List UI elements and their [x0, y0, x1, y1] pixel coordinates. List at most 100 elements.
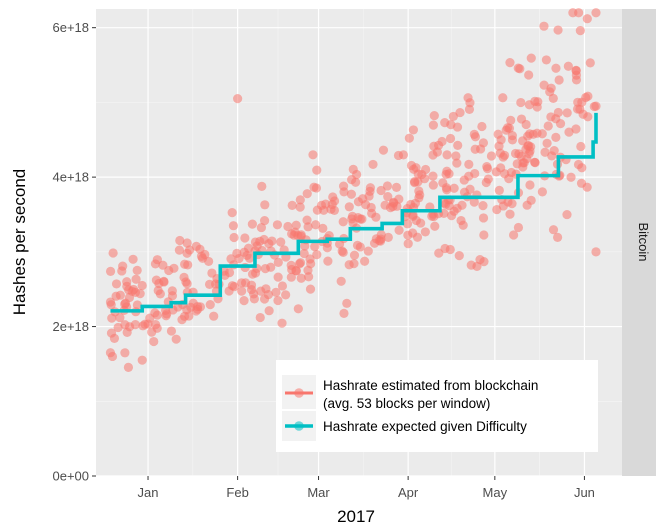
data-point [524, 140, 534, 151]
data-point [571, 66, 581, 76]
expected-hashrate-step-line [110, 112, 598, 313]
data-point [295, 258, 306, 268]
data-point [505, 209, 515, 219]
data-point [512, 159, 522, 169]
data-point [496, 163, 506, 173]
data-point [452, 158, 462, 168]
data-point [464, 104, 475, 114]
data-point [524, 149, 534, 159]
data-point [322, 243, 332, 253]
data-point [312, 205, 322, 215]
data-point [585, 58, 595, 68]
data-point [445, 133, 456, 144]
data-point [368, 159, 378, 170]
data-point [449, 183, 459, 193]
data-point [115, 312, 125, 323]
data-point [591, 8, 601, 18]
data-point [154, 278, 164, 289]
data-point [302, 189, 312, 199]
data-point [175, 235, 185, 246]
data-point [380, 200, 390, 210]
data-point [240, 278, 251, 288]
data-point [273, 295, 283, 306]
data-point [264, 239, 274, 249]
y-tick-label: 4e+18 [52, 170, 89, 185]
data-point [224, 268, 235, 278]
data-point [465, 184, 475, 194]
data-point [295, 202, 305, 212]
data-point [478, 201, 488, 211]
data-point [548, 225, 559, 235]
data-point [247, 219, 257, 229]
data-point [271, 287, 281, 297]
data-point [281, 290, 291, 300]
data-point [526, 53, 536, 63]
data-point [365, 183, 376, 193]
data-point [349, 250, 360, 260]
data-point [525, 180, 535, 190]
data-point [323, 256, 333, 266]
legend-item-estimated: Hashrate estimated from blockchain (avg.… [282, 375, 538, 411]
data-point [554, 75, 564, 85]
data-point [417, 169, 427, 180]
data-point [299, 248, 309, 259]
x-tick-label: Jan [138, 485, 159, 500]
data-point [239, 296, 249, 306]
data-point [469, 129, 479, 139]
y-axis-title: Hashes per second [10, 169, 29, 315]
data-point [551, 63, 561, 73]
data-point [537, 129, 547, 139]
data-point [483, 174, 493, 184]
data-point [130, 287, 141, 297]
data-point [181, 277, 191, 287]
data-point [403, 230, 413, 240]
data-point [310, 242, 320, 252]
data-point [233, 94, 243, 104]
data-point [408, 125, 418, 135]
data-point [120, 348, 130, 358]
data-point [454, 251, 464, 261]
data-point [244, 253, 255, 263]
data-point [360, 256, 370, 266]
data-point [174, 245, 184, 255]
data-point [566, 172, 576, 182]
data-point [581, 92, 591, 103]
data-point [555, 119, 566, 129]
data-point [191, 241, 201, 251]
data-point [582, 14, 592, 24]
data-point [132, 265, 142, 275]
data-point [455, 107, 465, 118]
data-point [191, 306, 201, 316]
data-point [348, 164, 358, 174]
data-point [346, 189, 357, 199]
data-point [444, 169, 454, 179]
data-point [453, 140, 463, 150]
data-point [456, 215, 466, 226]
data-point [224, 286, 234, 296]
data-point [574, 8, 584, 18]
data-point [398, 150, 409, 160]
data-point [311, 220, 321, 230]
data-point [152, 310, 162, 320]
data-point [414, 193, 424, 203]
data-point [589, 101, 599, 112]
data-point [506, 115, 516, 125]
data-point [486, 151, 497, 161]
legend-label: Hashrate expected given Difficulty [323, 419, 527, 434]
data-point [428, 180, 438, 190]
data-point [551, 132, 561, 142]
data-point [264, 306, 274, 316]
data-point [533, 97, 543, 107]
data-point [539, 21, 549, 31]
legend-key-point [294, 388, 304, 398]
data-point [371, 234, 381, 244]
data-point [304, 272, 314, 282]
data-point [416, 218, 426, 228]
data-point [229, 232, 239, 243]
x-tick-label: Apr [398, 485, 419, 500]
data-point [465, 98, 475, 108]
data-point [378, 145, 389, 155]
data-point [537, 187, 547, 197]
data-point [260, 200, 270, 210]
x-axis: Jan Feb Mar Apr May Jun [138, 476, 595, 500]
